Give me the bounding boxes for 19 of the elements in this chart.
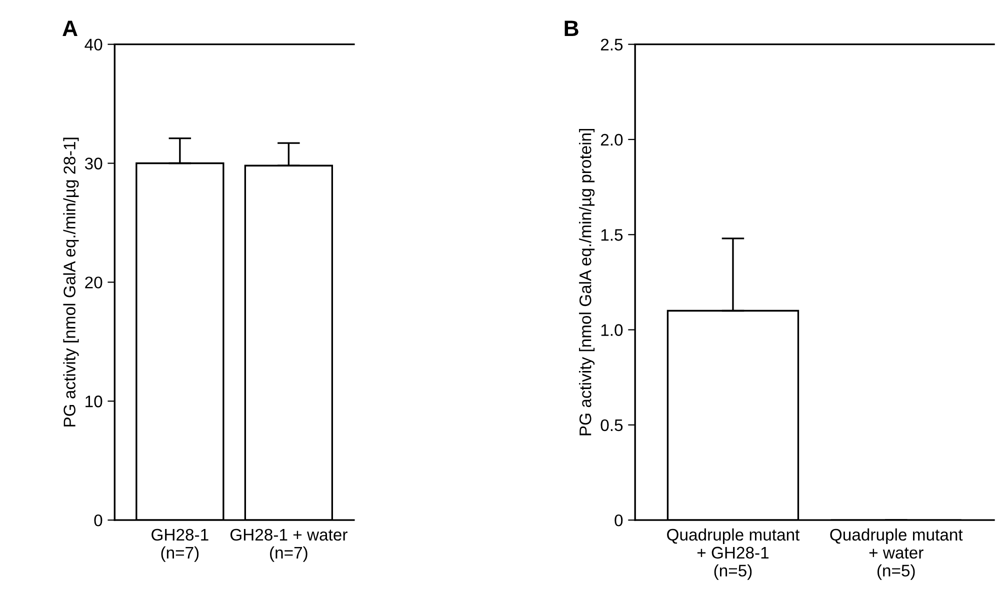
y-tick-label: 30 [84,158,102,170]
y-tick-label: 1.5 [601,229,623,241]
y-tick-label: 40 [84,38,102,51]
x-tick-label: Quadruple mutant + water (n=5) [830,528,963,580]
y-tick-label: 20 [85,276,102,288]
x-tick-label: GH28-1 + water (n=7) [230,528,348,562]
y-tick-label: 0 [94,514,102,526]
y-tick-label: 0.5 [600,419,623,432]
x-tick-label: GH28-1 (n=7) [152,528,208,562]
y-axis-title: PG activity [nmol GalA eq./min/µg protein] [579,128,595,436]
y-tick-label: 0 [614,514,623,526]
y-tick-label: 2.5 [600,38,623,51]
y-tick-label: 1.0 [601,324,623,336]
y-tick-label: 2.0 [600,134,623,146]
y-tick-label: 10 [86,396,102,408]
chart-title: A [62,20,78,36]
x-tick-label: Quadruple mutant + GH28-1 (n=5) [667,528,800,580]
y-axis-title: PG activity [nmol GalA eq./min/µg 28-1] [63,138,79,426]
chart-title: B [564,20,578,36]
